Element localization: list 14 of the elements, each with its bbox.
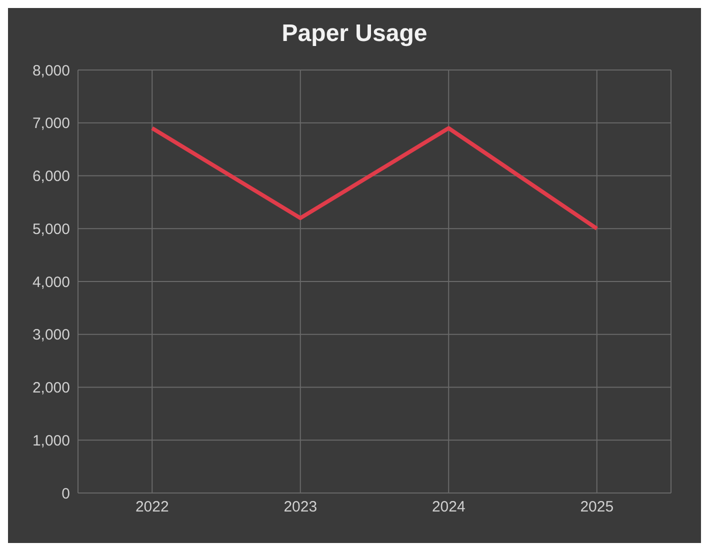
y-tick-label: 2,000 (32, 380, 70, 397)
y-tick-label: 0 (62, 485, 70, 502)
chart-title: Paper Usage (280, 19, 428, 49)
y-tick-label: 7,000 (32, 115, 70, 132)
x-tick-label: 2024 (432, 498, 466, 516)
y-tick-label: 1,000 (32, 432, 70, 450)
y-tick-label: 4,000 (32, 274, 70, 291)
x-tick-label: 2022 (135, 498, 169, 516)
x-tick-label: 2025 (580, 498, 614, 516)
y-tick-label: 3,000 (32, 326, 70, 344)
x-tick-label: 2023 (284, 498, 318, 516)
y-tick-label: 6,000 (32, 168, 70, 186)
y-tick-label: 8,000 (32, 62, 70, 80)
y-tick-label: 5,000 (32, 220, 70, 238)
